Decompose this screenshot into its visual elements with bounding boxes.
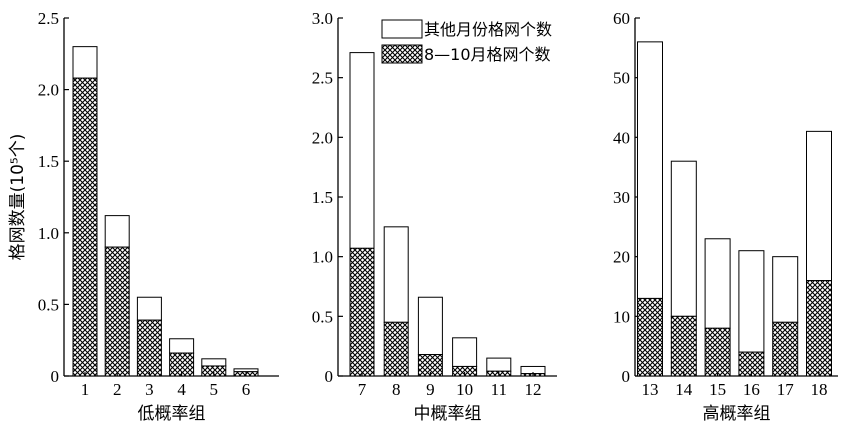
bar-other-months — [349, 52, 375, 249]
bar-other-months — [169, 338, 195, 354]
bar-aug-oct — [104, 246, 130, 377]
x-axis-title: 中概率组 — [414, 404, 482, 424]
bar-aug-oct — [772, 321, 799, 377]
y-tick-label: 60 — [613, 9, 630, 28]
bar-aug-oct — [704, 327, 731, 377]
bar-other-months — [772, 256, 799, 323]
x-tick-label: 18 — [811, 380, 828, 399]
y-tick-label: 30 — [613, 188, 630, 207]
y-tick-label: 2.0 — [38, 81, 59, 100]
x-tick-label: 7 — [358, 380, 367, 399]
x-tick-label: 12 — [525, 380, 542, 399]
x-tick-label: 9 — [426, 380, 435, 399]
x-axis-title: 低概率组 — [138, 404, 206, 424]
bar-aug-oct — [806, 280, 832, 377]
bar-aug-oct — [349, 247, 375, 377]
y-tick-label: 0.5 — [312, 307, 333, 326]
y-tick-label: 20 — [613, 248, 630, 267]
x-tick-label: 10 — [456, 380, 473, 399]
y-tick-label: 2.5 — [312, 69, 333, 88]
x-tick-label: 16 — [743, 380, 760, 399]
y-tick-label: 0.5 — [38, 295, 59, 314]
x-tick-label: 8 — [392, 380, 401, 399]
bar-other-months — [104, 215, 130, 248]
bar-aug-oct — [670, 315, 697, 377]
y-tick-label: 40 — [613, 128, 630, 147]
bar-other-months — [383, 226, 409, 323]
y-tick-label: 1.5 — [312, 188, 333, 207]
y-tick-label: 2.5 — [38, 9, 59, 28]
bar-other-months — [486, 357, 512, 372]
chart-panel-2: 0 0.5 1.0 1.5 2.0 2.5 3.0 7 8 9 10 11 12 中概率组 其他月份格网个数… — [312, 9, 557, 424]
x-tick-label: 15 — [709, 380, 726, 399]
legend-label: 8—10月格网个数 — [424, 45, 551, 64]
bar-aug-oct — [136, 319, 162, 377]
x-tick-label: 13 — [642, 380, 659, 399]
x-tick-label: 6 — [242, 380, 251, 399]
legend-swatch-other-months — [381, 19, 423, 39]
y-tick-label: 0 — [51, 367, 60, 386]
x-tick-label: 14 — [675, 380, 693, 399]
bar-other-months — [637, 41, 663, 299]
bar-other-months — [136, 296, 162, 321]
y-tick-label: 1.0 — [312, 248, 333, 267]
x-tick-label: 17 — [777, 380, 795, 399]
x-tick-label: 5 — [210, 380, 219, 399]
bar-other-months — [738, 250, 765, 353]
legend-swatch-aug-oct — [381, 44, 423, 64]
y-tick-label: 50 — [613, 69, 630, 88]
y-tick-label: 0 — [622, 367, 631, 386]
x-tick-label: 2 — [113, 380, 122, 399]
bar-aug-oct — [72, 77, 98, 377]
x-axis-title: 高概率组 — [703, 404, 771, 424]
bar-aug-oct — [637, 297, 663, 377]
x-tick-label: 11 — [491, 380, 507, 399]
legend: 其他月份格网个数 8—10月格网个数 — [381, 19, 552, 64]
bar-other-months — [670, 160, 697, 317]
bar-other-months — [452, 337, 478, 367]
bar-other-months — [704, 238, 731, 329]
x-tick-label: 4 — [177, 380, 186, 399]
chart-panel-3: 0 10 20 30 40 50 60 13 14 15 16 17 18 高概率组 — [613, 9, 838, 424]
bar-other-months — [72, 46, 98, 79]
y-tick-label: 2.0 — [312, 128, 333, 147]
bar-other-months — [417, 296, 443, 356]
x-tick-label: 3 — [145, 380, 154, 399]
bar-aug-oct — [383, 321, 409, 377]
y-tick-label: 1.5 — [38, 152, 59, 171]
legend-label: 其他月份格网个数 — [424, 20, 552, 39]
y-tick-label: 3.0 — [312, 9, 333, 28]
x-tick-label: 1 — [81, 380, 90, 399]
bar-other-months — [806, 130, 832, 282]
y-axis-title: 格网数量(10⁵个) — [8, 134, 28, 261]
y-tick-label: 10 — [613, 307, 630, 326]
bar-other-months — [201, 358, 227, 367]
y-tick-label: 0 — [325, 367, 334, 386]
chart-panel-1: 0 0.5 1.0 1.5 2.0 2.5 1 2 3 4 5 6 低概率组 格网数量(10⁵个) — [8, 9, 279, 424]
y-tick-label: 1.0 — [38, 224, 59, 243]
